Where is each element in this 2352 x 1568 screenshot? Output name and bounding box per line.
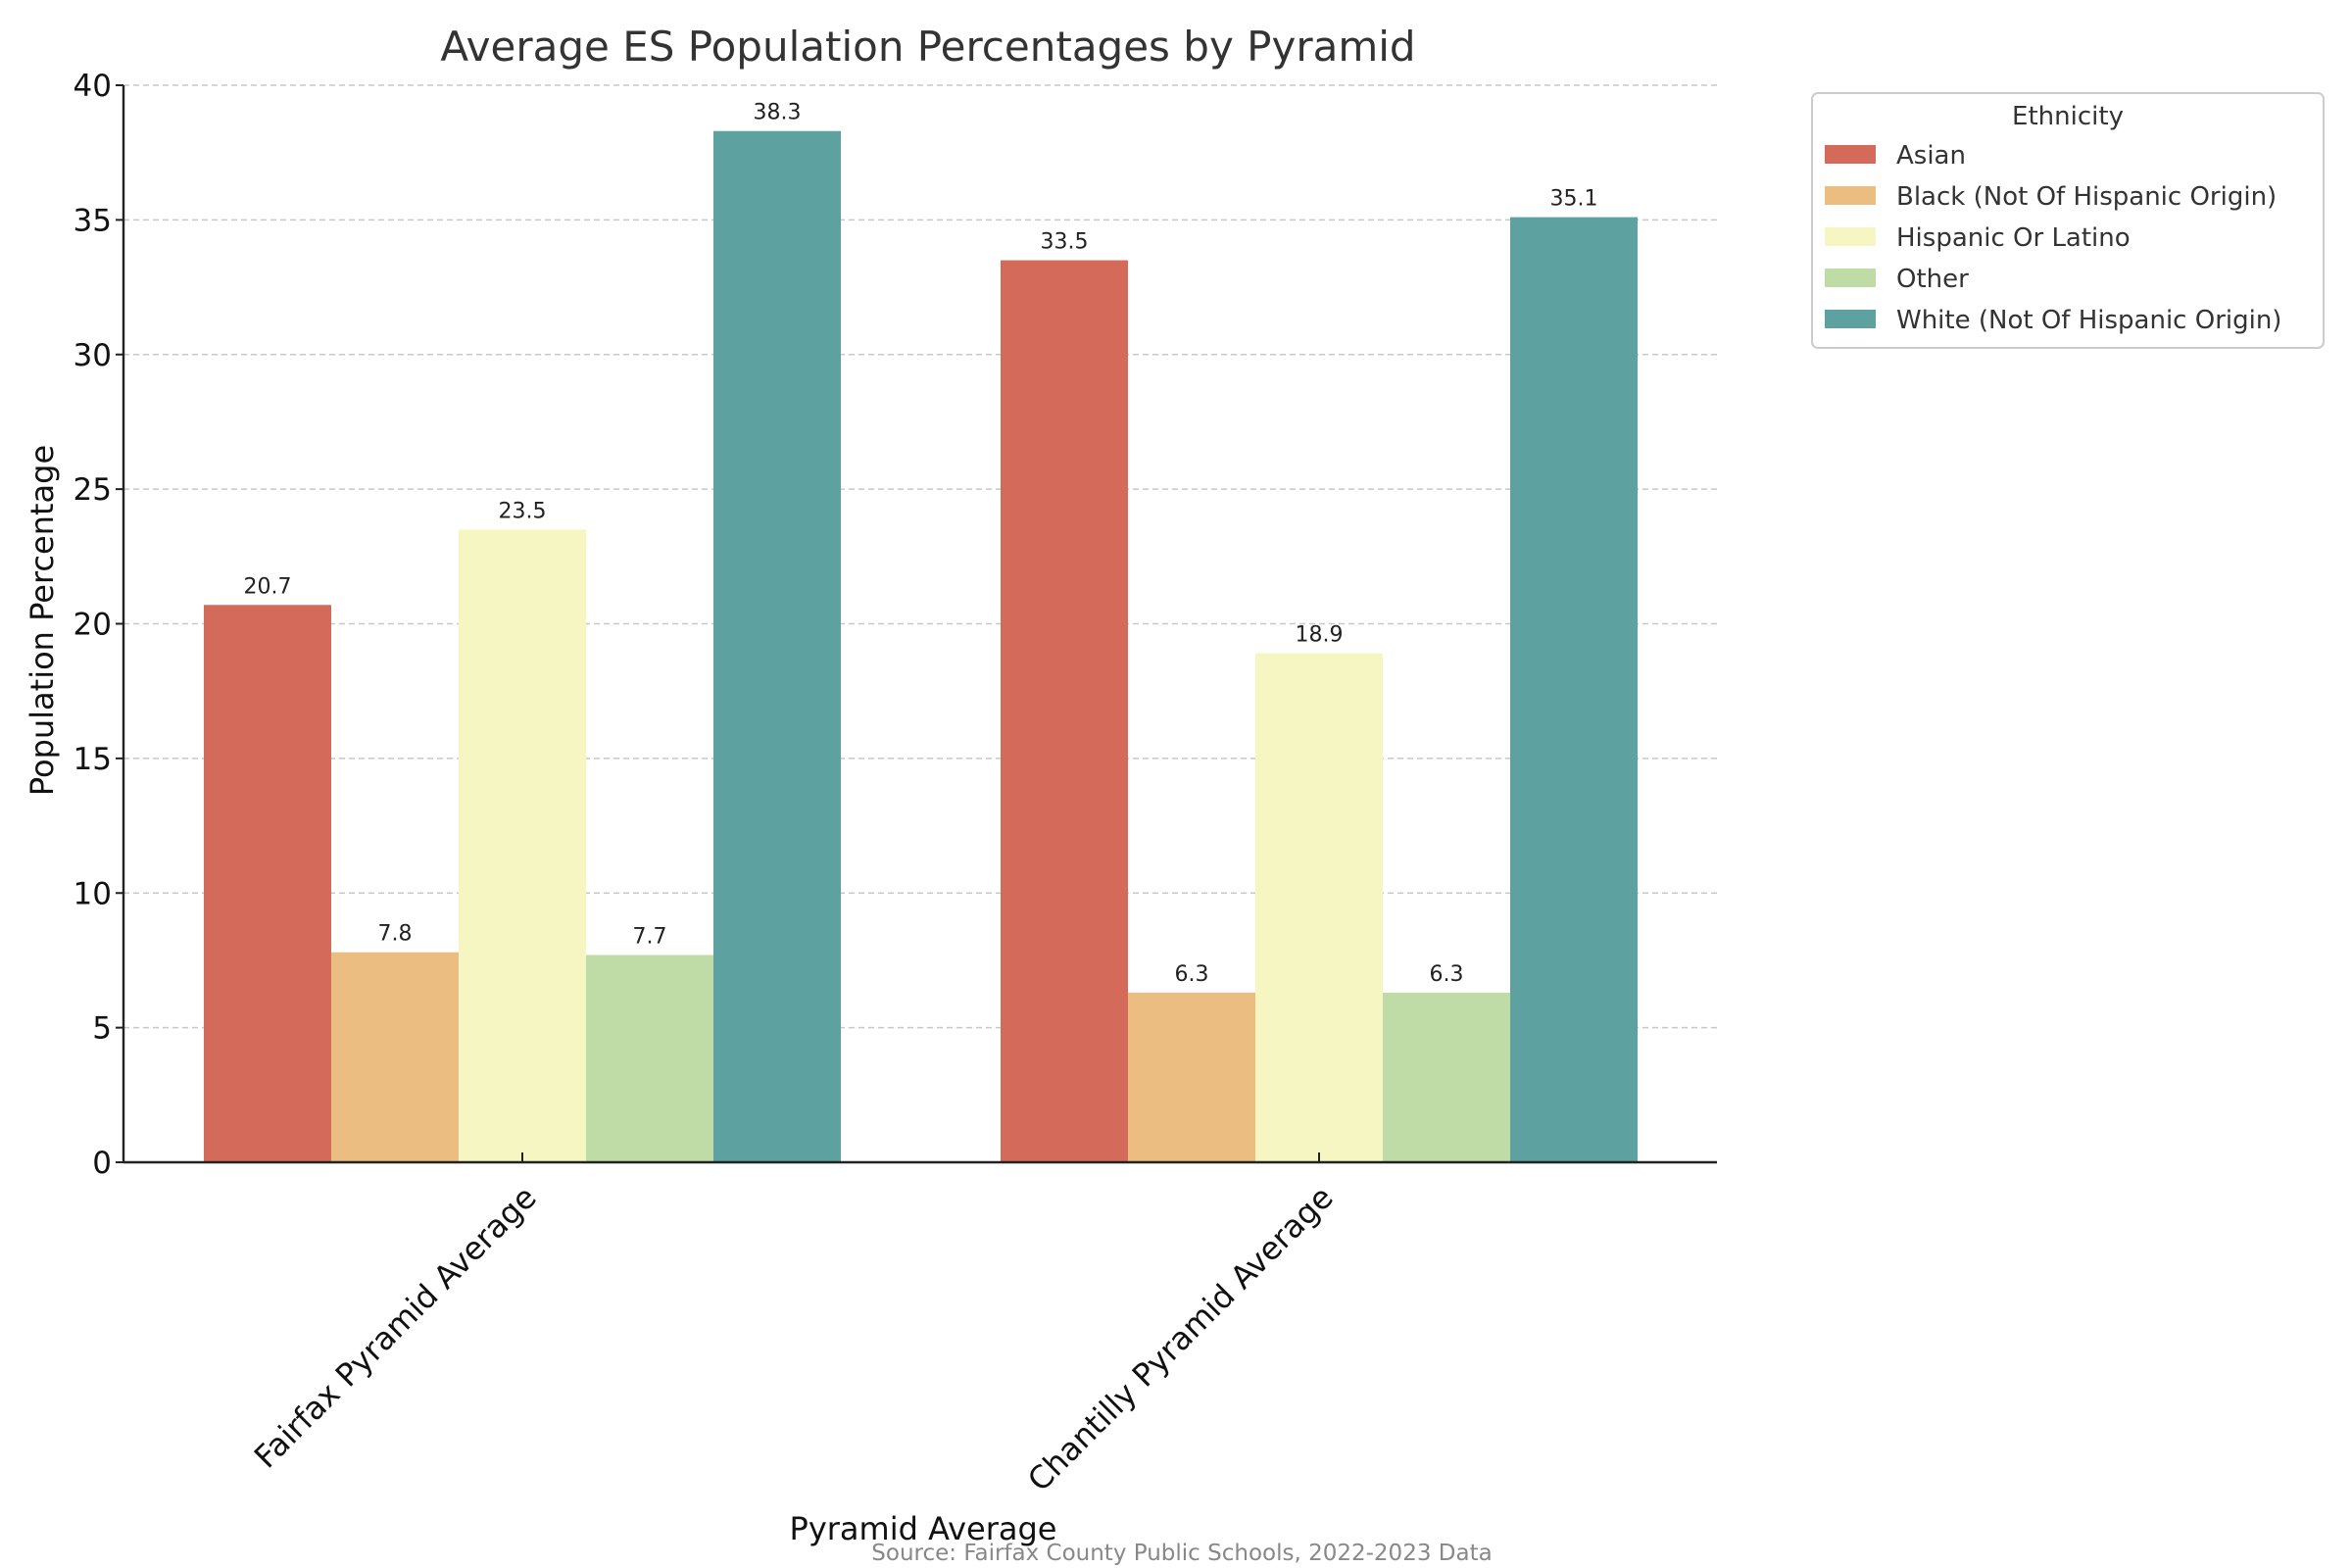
data-label: 6.3 — [1175, 962, 1209, 987]
y-tick-label: 15 — [74, 742, 112, 777]
legend-title: Ethnicity — [2012, 102, 2124, 131]
y-tick-label: 20 — [74, 608, 112, 643]
y-tick-label: 5 — [92, 1011, 112, 1047]
legend-swatch — [1825, 186, 1876, 205]
x-axis-label: Pyramid Average — [790, 1510, 1057, 1547]
x-tick-label: Chantilly Pyramid Average — [1020, 1179, 1341, 1499]
gridlines — [123, 84, 1717, 1029]
y-tick-label: 30 — [74, 338, 112, 373]
x-tick-label: Fairfax Pyramid Average — [247, 1179, 544, 1476]
bar — [1255, 653, 1383, 1162]
bars — [204, 130, 1638, 1162]
data-label: 7.7 — [633, 924, 667, 949]
legend-swatch — [1825, 269, 1876, 287]
legend-swatch — [1825, 227, 1876, 246]
data-labels: 20.7 33.5 7.8 6.3 23.5 18.9 7.7 6.3 38.3 35.1 — [244, 101, 1598, 987]
data-label: 7.8 — [378, 922, 413, 947]
legend: Ethnicity Asian Black (Not Of Hispanic Or… — [1811, 92, 2325, 349]
bar — [1383, 992, 1510, 1162]
legend-frame — [1811, 92, 2325, 349]
chart-title: Average ES Population Percentages by Pyr… — [440, 23, 1415, 71]
bar — [459, 529, 586, 1162]
legend-label: Hispanic Or Latino — [1896, 223, 2131, 253]
y-axis-label: Population Percentage — [24, 445, 61, 796]
data-label: 33.5 — [1041, 230, 1089, 255]
legend-label: Asian — [1896, 141, 1966, 171]
data-label: 35.1 — [1550, 187, 1598, 212]
bar — [204, 605, 331, 1162]
bar — [1001, 260, 1128, 1162]
bar — [331, 952, 459, 1162]
legend-swatch — [1825, 310, 1876, 328]
bar — [1510, 217, 1638, 1162]
bar — [713, 130, 841, 1162]
data-label: 20.7 — [244, 574, 292, 599]
data-label: 23.5 — [499, 499, 547, 523]
y-tick-label: 35 — [74, 203, 112, 238]
y-tick-label: 40 — [74, 69, 112, 104]
bar — [586, 955, 713, 1162]
legend-label: Other — [1896, 265, 1969, 294]
data-label: 18.9 — [1296, 623, 1344, 648]
data-label: 6.3 — [1430, 962, 1464, 987]
legend-label: White (Not Of Hispanic Origin) — [1896, 306, 2281, 335]
data-label: 38.3 — [754, 101, 802, 125]
y-tick-label: 25 — [74, 472, 112, 508]
y-tick-label: 10 — [74, 876, 112, 911]
y-tick-label: 0 — [92, 1146, 112, 1181]
legend-swatch — [1825, 145, 1876, 164]
bar — [1128, 992, 1255, 1162]
legend-label: Black (Not Of Hispanic Origin) — [1896, 182, 2277, 212]
source-note: Source: Fairfax County Public Schools, 2… — [871, 1541, 1492, 1566]
